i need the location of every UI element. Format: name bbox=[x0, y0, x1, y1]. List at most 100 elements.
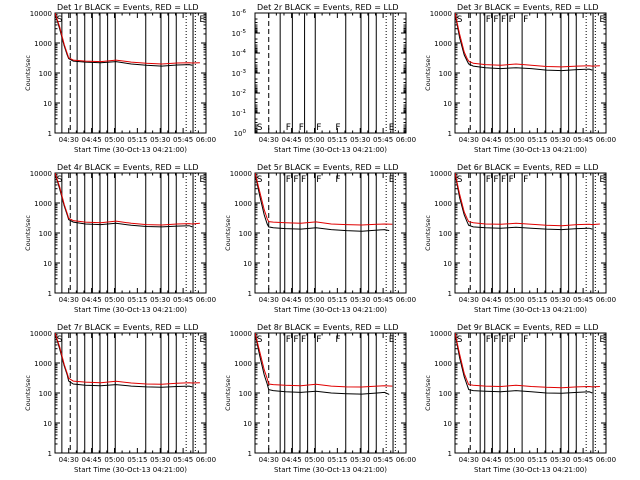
x-tick-label: 05:30 bbox=[350, 456, 370, 464]
flare-mark-f: F bbox=[301, 335, 306, 345]
x-tick-label: 05:30 bbox=[150, 456, 170, 464]
series-lld-line bbox=[255, 173, 393, 226]
flare-mark-s: S bbox=[257, 335, 263, 345]
x-tick-label: 04:45 bbox=[282, 136, 302, 144]
x-tick-label: 05:30 bbox=[150, 296, 170, 304]
x-tick-label: 05:30 bbox=[550, 456, 570, 464]
y-axis-label: Counts/sec bbox=[424, 55, 432, 91]
y-tick-label: 10 bbox=[443, 420, 452, 428]
flare-mark-f: F bbox=[301, 175, 306, 185]
y-tick-label: 10 bbox=[443, 260, 452, 268]
y-axis-label: Counts/sec bbox=[224, 215, 232, 251]
series-lld-line bbox=[455, 13, 600, 68]
y-tick-label: 1000 bbox=[234, 200, 252, 208]
flare-mark-f: F bbox=[293, 175, 298, 185]
y-tick-label: 1000 bbox=[34, 360, 52, 368]
y-tick-label: 10 bbox=[43, 420, 52, 428]
x-tick-label: 05:45 bbox=[373, 456, 393, 464]
y-tick-label: 1 bbox=[248, 290, 252, 298]
series-lld-line bbox=[455, 173, 600, 227]
x-tick-label: 05:00 bbox=[104, 136, 124, 144]
x-tick-label: 06:00 bbox=[396, 296, 416, 304]
panel-title: Det 4r BLACK = Events, RED = LLD bbox=[57, 163, 199, 172]
series-events-line bbox=[55, 333, 193, 388]
series-events-line bbox=[255, 333, 390, 395]
flare-mark-f: F bbox=[335, 123, 340, 133]
flare-mark-f: F bbox=[501, 175, 506, 185]
flare-mark-f: F bbox=[486, 175, 491, 185]
plot-frame bbox=[254, 172, 407, 294]
flare-mark-f: F bbox=[493, 15, 498, 25]
x-tick-label: 04:45 bbox=[482, 296, 502, 304]
x-tick-label: 06:00 bbox=[196, 456, 216, 464]
x-tick-label: 04:45 bbox=[282, 296, 302, 304]
x-tick-label: 05:30 bbox=[350, 136, 370, 144]
y-tick-label: 100 bbox=[39, 70, 52, 78]
flare-mark-f: F bbox=[335, 175, 340, 185]
flare-mark-e: E bbox=[389, 123, 395, 133]
x-tick-label: 05:45 bbox=[573, 296, 593, 304]
x-tick-label: 05:15 bbox=[527, 136, 547, 144]
flare-mark-f: F bbox=[523, 175, 528, 185]
y-tick-label: 10-2 bbox=[232, 89, 246, 98]
flare-mark-e: E bbox=[599, 15, 605, 25]
flare-mark-s: S bbox=[457, 335, 463, 345]
y-tick-label: 10000 bbox=[230, 170, 252, 178]
x-tick-label: 05:00 bbox=[504, 456, 524, 464]
x-tick-label: 05:15 bbox=[127, 136, 147, 144]
flare-mark-f: F bbox=[286, 335, 291, 345]
panel-title: Det 8r BLACK = Events, RED = LLD bbox=[257, 323, 399, 332]
x-tick-label: 06:00 bbox=[396, 136, 416, 144]
y-tick-label: 1000 bbox=[234, 360, 252, 368]
y-tick-label: 1 bbox=[48, 130, 52, 138]
plot-frame bbox=[54, 332, 207, 454]
flare-mark-f: F bbox=[286, 175, 291, 185]
y-tick-label: 10 bbox=[243, 420, 252, 428]
y-tick-label: 100 bbox=[39, 230, 52, 238]
y-tick-label: 1 bbox=[48, 290, 52, 298]
y-tick-label: 1000 bbox=[434, 200, 452, 208]
y-tick-label: 10000 bbox=[430, 330, 452, 338]
y-tick-label: 10-5 bbox=[232, 29, 247, 38]
y-axis-label: Counts/sec bbox=[424, 215, 432, 251]
x-tick-label: 04:45 bbox=[82, 296, 102, 304]
y-tick-label: 10-1 bbox=[232, 109, 246, 118]
series-lld-line bbox=[255, 333, 393, 388]
panel-det-9: 1 10 100 1000 10000 04:30 04:45 05:00 05:15 05:30… bbox=[424, 323, 616, 474]
y-tick-label: 1000 bbox=[434, 360, 452, 368]
flare-mark-f: F bbox=[523, 335, 528, 345]
x-tick-label: 04:30 bbox=[59, 296, 79, 304]
x-tick-label: 05:45 bbox=[373, 296, 393, 304]
flare-mark-f: F bbox=[509, 15, 514, 25]
flare-mark-s: S bbox=[457, 175, 463, 185]
flare-mark-e: E bbox=[389, 175, 395, 185]
panel-det-1: 1 10 100 1000 10000 04:30 04:45 05:00 05:15 05:30… bbox=[24, 3, 216, 154]
x-tick-label: 04:30 bbox=[459, 296, 479, 304]
panel-det-8: 1 10 100 1000 10000 04:30 04:45 05:00 05:15 05:30… bbox=[224, 323, 416, 474]
panel-title: Det 9r BLACK = Events, RED = LLD bbox=[457, 323, 599, 332]
x-tick-label: 05:15 bbox=[127, 296, 147, 304]
flare-mark-s: S bbox=[457, 15, 463, 25]
x-tick-label: 05:00 bbox=[304, 136, 324, 144]
panel-det-6: 1 10 100 1000 10000 04:30 04:45 05:00 05:15 05:30… bbox=[424, 163, 616, 314]
flare-mark-f: F bbox=[486, 335, 491, 345]
flare-mark-e: E bbox=[599, 335, 605, 345]
y-tick-label: 10000 bbox=[30, 10, 52, 18]
x-tick-label: 04:30 bbox=[459, 456, 479, 464]
flare-mark-f: F bbox=[335, 335, 340, 345]
panel-title: Det 6r BLACK = Events, RED = LLD bbox=[457, 163, 599, 172]
x-axis-label: Start Time (30-Oct-13 04:21:00) bbox=[274, 306, 387, 314]
y-tick-label: 100 bbox=[439, 390, 452, 398]
series-lld-line bbox=[455, 333, 600, 389]
x-tick-label: 04:45 bbox=[482, 456, 502, 464]
x-axis-label: Start Time (30-Oct-13 04:21:00) bbox=[474, 306, 587, 314]
flare-mark-f: F bbox=[316, 123, 321, 133]
x-axis-label: Start Time (30-Oct-13 04:21:00) bbox=[74, 466, 187, 474]
flare-mark-f: F bbox=[286, 123, 291, 133]
panel-title: Det 7r BLACK = Events, RED = LLD bbox=[57, 323, 199, 332]
y-tick-label: 10000 bbox=[230, 330, 252, 338]
x-tick-label: 05:15 bbox=[327, 136, 347, 144]
flare-mark-f: F bbox=[523, 15, 528, 25]
